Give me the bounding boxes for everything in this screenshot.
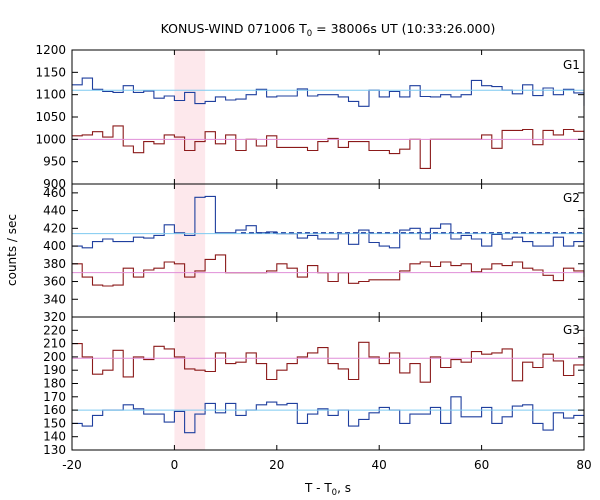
panel-g2-series-dark_red-step [72, 254, 585, 287]
panel-g1-ytick-label: 900 [43, 177, 66, 191]
panel-g2-ytick-label: 400 [43, 239, 66, 253]
panel-g1-series-dark_red-step [72, 125, 585, 169]
highlight-layer [174, 50, 206, 450]
panel-g3-ytick-label: 210 [43, 337, 66, 351]
panel-g3-ytick-label: 160 [43, 403, 66, 417]
xtick-label: 0 [171, 458, 179, 472]
panel-g2-ytick-label: 380 [43, 257, 66, 271]
panel-g1-ytick-label: 1100 [35, 88, 66, 102]
xtick-label: 60 [474, 458, 489, 472]
panel-g1-ytick-label: 1200 [35, 43, 66, 57]
panel-g3-ytick-label: 170 [43, 390, 66, 404]
xtick-label: 40 [372, 458, 387, 472]
highlight-interval [174, 50, 206, 450]
panel-g1-ytick-label: 1050 [35, 110, 66, 124]
series-layer [72, 77, 585, 437]
panel-g1-frame [71, 49, 585, 185]
panel-g3-series-dark_red-step [72, 336, 585, 383]
panel-g2-frame [71, 183, 585, 318]
panel-g3-ytick-label: 180 [43, 377, 66, 391]
panel-g2-ytick-label: 340 [43, 292, 66, 306]
panel-g2-ytick-label: 460 [43, 186, 66, 200]
x-axis-label: T - T0, s [304, 481, 351, 498]
panel-g1-ytick-label: 1000 [35, 132, 66, 146]
panel-g2-series-dark_blue-step [72, 195, 585, 249]
xtick-label: -20 [62, 458, 82, 472]
panel-g2-ytick-label: 440 [43, 204, 66, 218]
panel-label-g3: G3 [563, 323, 580, 337]
panel-g3-ytick-label: 190 [43, 363, 66, 377]
xtick-label: 80 [576, 458, 591, 472]
panel-g3-frame [71, 316, 585, 451]
panel-g2-ytick-label: 420 [43, 221, 66, 235]
panel-g1-ytick-label: 950 [43, 155, 66, 169]
panel-label-g2: G2 [563, 191, 580, 205]
y-axis-label: counts / sec [5, 214, 19, 286]
panel-g3-series-dark_blue-step [72, 396, 585, 437]
panel-g1-series-dark_blue-step [72, 77, 585, 107]
xtick-label: 20 [269, 458, 284, 472]
tick-layer: 900 950 1000 1050 1100 1150 1200 320 340 360 380 40… [35, 43, 591, 472]
frame-layer [71, 49, 585, 451]
panel-g2-ytick-label: 320 [43, 310, 66, 324]
panel-g3-ytick-label: 200 [43, 350, 66, 364]
panel-g3-ytick-label: 150 [43, 416, 66, 430]
panel-g1-ytick-label: 1150 [35, 65, 66, 79]
panel-g3-ytick-label: 130 [43, 443, 66, 457]
panel-g3-ytick-label: 220 [43, 323, 66, 337]
chart-title: KONUS-WIND 071006 T0 = 38006s UT (10:33:… [161, 21, 496, 39]
panel-label-g1: G1 [563, 58, 580, 72]
panel-g3-ytick-label: 140 [43, 430, 66, 444]
panel-g2-ytick-label: 360 [43, 275, 66, 289]
